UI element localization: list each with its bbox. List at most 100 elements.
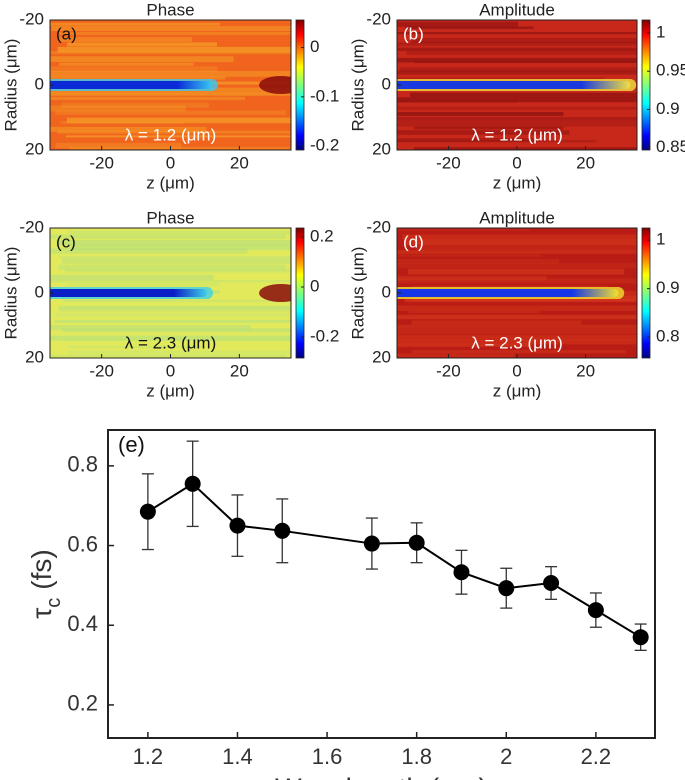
panel-title: Amplitude (479, 0, 555, 19)
heatmap-stripe (50, 335, 291, 341)
y-label-subscript: c (43, 598, 65, 608)
data-point (274, 522, 291, 539)
y-tick-label: -20 (19, 217, 44, 236)
y-tick-label: -20 (366, 217, 391, 236)
y-tick-label: 0.4 (67, 611, 98, 636)
colorbar-tick-label: -0.2 (310, 326, 339, 345)
heatmap-stripe (413, 60, 637, 64)
y-label-unit: (fs) (26, 549, 57, 589)
heatmap-stripe (50, 22, 221, 26)
y-axis-label: τc (fs) (26, 549, 65, 619)
heatmap-stripe (56, 239, 291, 246)
heatmap-stripe (50, 280, 291, 283)
data-point (363, 535, 380, 552)
y-tick-label: 0 (382, 74, 391, 93)
colorbar-tick-label: 0.85 (656, 137, 685, 156)
heatmap-stripe (397, 228, 530, 231)
y-tick-label: 0 (35, 74, 44, 93)
heatmap-stripe (65, 135, 291, 138)
heatmap-stripe (397, 112, 564, 116)
heatmap-stripe (397, 32, 637, 35)
heatmap-stripe (397, 339, 637, 345)
panel-label: (d) (403, 232, 424, 251)
heatmap-stripe (409, 92, 637, 98)
heatmap-stripe (397, 70, 637, 75)
heatmap-stripe (50, 354, 287, 357)
heatmap-stripe (399, 67, 637, 72)
x-tick-label: 1.2 (133, 744, 164, 769)
x-tick-label: 1.4 (222, 744, 253, 769)
heatmap-stripe (397, 278, 637, 284)
heatmap-streak (50, 289, 208, 297)
y-tick-label: 20 (25, 139, 44, 158)
heatmap-stripe (397, 305, 637, 311)
x-tick-label: 20 (230, 361, 249, 380)
heatmap-stripe (397, 97, 637, 103)
heatmap-stripe (57, 46, 291, 53)
heatmap-stripe (397, 343, 532, 347)
y-tick-label: 20 (372, 139, 391, 158)
colorbar-tick-label: 0.8 (656, 327, 680, 346)
heatmap-stripe (413, 147, 637, 150)
heatmap-stripe (50, 325, 251, 331)
colorbar-tick-label: -0.2 (310, 136, 339, 155)
heatmap-stripe (397, 353, 515, 358)
data-point (498, 580, 515, 597)
x-tick-label: -20 (436, 361, 461, 380)
y-label-symbol: τ (26, 608, 57, 619)
heatmap-stripe (66, 42, 217, 47)
data-point (184, 475, 201, 492)
data-point (453, 564, 470, 581)
heatmap-stripe (57, 130, 291, 134)
heatmap-stripe (397, 254, 542, 257)
colorbar (641, 19, 651, 151)
heatmap-stripe (406, 51, 637, 55)
heatmap-stripe (397, 42, 637, 46)
x-axis-label: Wavelength (μm) (275, 772, 488, 780)
panel-title: Phase (146, 208, 194, 227)
x-tick-label: 20 (230, 153, 249, 172)
heatmap-stripe (397, 324, 637, 329)
y-tick-label: 0 (382, 282, 391, 301)
x-tick-label: 1.6 (312, 744, 343, 769)
heatmap-stripe (411, 320, 582, 325)
heatmap-stripe (51, 25, 291, 32)
heatmap-stripe (61, 258, 291, 264)
heatmap-image (50, 20, 291, 150)
heatmap-stripe (64, 268, 291, 273)
panel-label: (e) (118, 432, 145, 457)
heatmap-streak (397, 81, 631, 89)
heatmap-stripe (411, 37, 637, 44)
heatmap-stripe (397, 117, 637, 121)
colorbar (641, 227, 651, 359)
y-tick-label: 0.6 (67, 531, 98, 556)
x-tick-label: 2.2 (581, 744, 612, 769)
heatmap-stripe (397, 250, 637, 254)
panel-label: (a) (56, 24, 77, 43)
heatmap-stripe (397, 21, 518, 27)
heatmap-stripe (408, 310, 540, 314)
y-tick-label: 0.8 (67, 452, 98, 477)
x-axis-label: z (μm) (146, 173, 195, 192)
heatmap-stripe (67, 345, 203, 349)
y-tick-label: 20 (25, 347, 44, 366)
heatmap-stripe (397, 100, 518, 103)
heatmap-image (50, 228, 291, 358)
heatmap-stripe (50, 234, 287, 239)
colorbar (295, 19, 305, 151)
annotation: λ = 1.2 (μm) (125, 125, 217, 144)
heatmap-stripe (64, 338, 291, 342)
data-point (229, 517, 246, 534)
heatmap-stripe (58, 37, 192, 42)
colorbar-tick-label: 0 (310, 37, 319, 56)
data-line (147, 482, 642, 639)
heatmap-stripe (397, 106, 637, 110)
heatmap-stripe (61, 102, 210, 108)
heatmap-image (397, 228, 637, 358)
heatmap-stripe (58, 305, 291, 311)
heatmap-stripe (50, 76, 226, 80)
heatmap-stripe (411, 349, 626, 354)
y-axis-label: Radius (μm) (1, 39, 20, 132)
y-tick-label: 0.2 (67, 691, 98, 716)
heatmap-stripe (57, 31, 291, 35)
